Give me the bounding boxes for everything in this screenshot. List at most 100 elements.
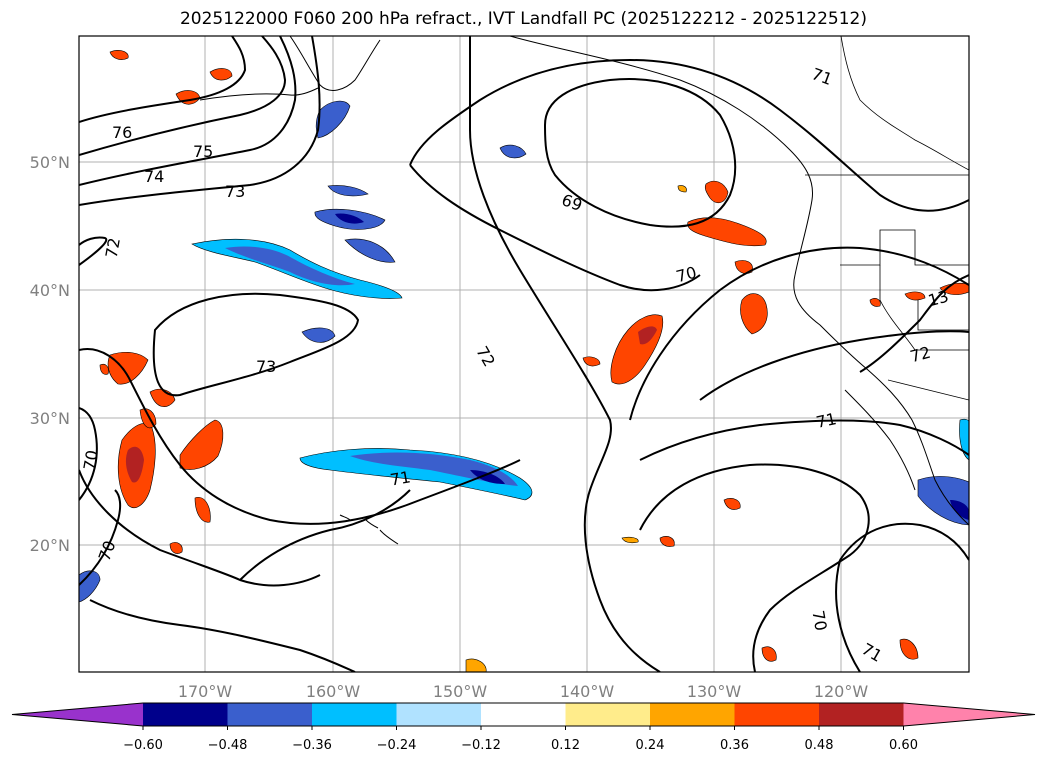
contour-71-south-west bbox=[79, 469, 321, 587]
darkred-region-central-east bbox=[638, 326, 657, 345]
contour-label: 70 bbox=[674, 263, 699, 287]
darkblue-region-hawaii bbox=[470, 470, 505, 484]
darkblue-region-gulf-alaska bbox=[335, 213, 364, 224]
lon-label-140w: 140°W bbox=[560, 682, 615, 701]
graticule bbox=[79, 36, 969, 672]
blue-region-subtropic-west bbox=[301, 327, 336, 343]
blue-region-east-edge bbox=[959, 418, 969, 461]
colorbar-extend-max bbox=[903, 703, 1035, 726]
darkblue-region-mexico bbox=[950, 500, 969, 520]
longitude-labels: 170°W 160°W 150°W 140°W 130°W 120°W bbox=[178, 682, 869, 701]
contour-72-subtropic bbox=[79, 348, 521, 525]
red-region-south-2 bbox=[723, 498, 741, 510]
contour-label: 71 bbox=[814, 409, 838, 432]
red-region-southeast bbox=[899, 638, 919, 660]
red-region-small-4 bbox=[869, 298, 881, 307]
colorbar-tick-label: −0.60 bbox=[123, 738, 163, 753]
colorbar-tick-label: −0.24 bbox=[377, 738, 417, 753]
red-region-west-6 bbox=[194, 497, 211, 523]
orange-region-bottom bbox=[465, 658, 487, 672]
red-region-california-small bbox=[734, 260, 753, 274]
lat-label-30n: 30°N bbox=[30, 409, 70, 428]
contour-74 bbox=[79, 36, 297, 186]
red-region-california-offshore bbox=[740, 293, 768, 335]
contour-71-south bbox=[639, 463, 870, 672]
red-region-south bbox=[761, 646, 777, 662]
contour-76 bbox=[79, 36, 247, 123]
latitude-labels: 50°N 40°N 30°N 20°N bbox=[30, 153, 70, 555]
contour-label: 72 bbox=[908, 343, 933, 367]
border-states-1 bbox=[840, 229, 969, 266]
orange-region-small-3 bbox=[677, 185, 687, 193]
red-region-nevada bbox=[904, 291, 926, 301]
blue-region-north-pacific-core bbox=[225, 246, 355, 286]
border-states-2 bbox=[879, 265, 969, 351]
lon-label-160w: 160°W bbox=[306, 682, 361, 701]
colorbar-segment bbox=[227, 703, 313, 726]
map-frame bbox=[79, 36, 969, 672]
map-border bbox=[78, 35, 970, 673]
blue-region-central-north bbox=[499, 144, 527, 159]
contour-73 bbox=[152, 292, 360, 397]
lon-label-150w: 150°W bbox=[433, 682, 488, 701]
colorbar-tick-label: −0.12 bbox=[461, 738, 501, 753]
contour-73-north bbox=[79, 36, 321, 206]
colorbar-segment bbox=[734, 703, 820, 726]
coast-baja bbox=[844, 389, 916, 491]
coast-north-america bbox=[509, 36, 969, 526]
contour-label: 75 bbox=[193, 142, 213, 161]
border-states-3 bbox=[917, 300, 969, 331]
contour-label: 71 bbox=[389, 467, 412, 489]
blue-region-small-north bbox=[327, 185, 369, 197]
colorbar-segment bbox=[650, 703, 735, 726]
lat-label-40n: 40°N bbox=[30, 281, 70, 300]
positive-anomaly-regions bbox=[99, 50, 969, 672]
red-region-small-5 bbox=[99, 363, 109, 375]
lat-label-20n: 20°N bbox=[30, 536, 70, 555]
lat-label-50n: 50°N bbox=[30, 153, 70, 172]
contours bbox=[79, 36, 969, 672]
colorbar-tick-label: 0.36 bbox=[720, 738, 749, 753]
colorbar-segment bbox=[565, 703, 651, 726]
map-title: 2025122000 F060 200 hPa refract., IVT La… bbox=[179, 9, 867, 29]
contour-71-southeast bbox=[835, 522, 969, 672]
colorbar-segment bbox=[819, 703, 904, 726]
colorbar-segment bbox=[396, 703, 482, 726]
contour-70-west-a bbox=[79, 407, 98, 501]
contour-69 bbox=[543, 78, 737, 228]
red-region-small-2 bbox=[659, 536, 675, 547]
colorbar: −0.60 −0.48 −0.36 −0.24 −0.12 0.12 0.24 0.36 0.4… bbox=[11, 702, 1036, 753]
red-region-northwest-2 bbox=[209, 68, 233, 81]
contour-label: 73 bbox=[256, 357, 276, 376]
coastlines bbox=[199, 36, 969, 545]
colorbar-segment bbox=[312, 703, 397, 726]
red-region-pnw-offshore bbox=[687, 217, 767, 247]
blue-region-mexico bbox=[917, 476, 969, 526]
blue-region-mid bbox=[344, 238, 396, 263]
coast-aleutian-chain bbox=[199, 87, 319, 101]
contour-label: 76 bbox=[112, 123, 132, 142]
political-borders bbox=[805, 36, 969, 401]
red-region-northwest-3 bbox=[109, 50, 129, 60]
contour-label: 73 bbox=[225, 182, 245, 201]
lon-label-170w: 170°W bbox=[178, 682, 233, 701]
contour-label: 70 bbox=[80, 449, 102, 472]
contour-72-center bbox=[468, 36, 661, 672]
contour-70-east bbox=[629, 246, 969, 421]
orange-region-small-1 bbox=[621, 536, 639, 544]
contour-75 bbox=[79, 36, 287, 156]
contour-label: 72 bbox=[102, 236, 124, 259]
lon-label-130w: 130°W bbox=[687, 682, 742, 701]
contour-72-west bbox=[79, 236, 108, 266]
contour-72-coast bbox=[859, 274, 969, 373]
darkred-region-west-1 bbox=[125, 446, 144, 483]
lon-label-120w: 120°W bbox=[814, 682, 869, 701]
red-region-west-5 bbox=[179, 419, 224, 470]
contour-label: 13 bbox=[926, 287, 951, 311]
contour-71-east bbox=[639, 419, 969, 461]
colorbar-tick-label: 0.48 bbox=[805, 738, 834, 753]
blue-region-alaska bbox=[315, 100, 351, 139]
border-alaska-canada bbox=[840, 36, 969, 171]
contour-72-east bbox=[699, 330, 969, 401]
